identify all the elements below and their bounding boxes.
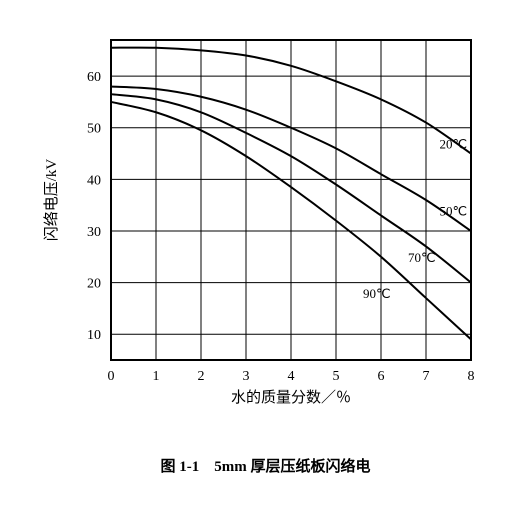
line-chart: 0 1 2 3 4 5 6 7 8 10 20 30 40 50 60 水的质量分数／％ 闪络电压/kV 20℃ 5… [21,20,511,420]
svg-text:6: 6 [377,369,384,384]
svg-text:水的质量分数／％: 水的质量分数／％ [230,389,350,406]
svg-text:20℃: 20℃ [439,136,467,151]
svg-text:50: 50 [87,122,101,137]
svg-text:30: 30 [87,225,101,240]
svg-text:10: 10 [87,328,101,343]
svg-text:40: 40 [87,173,101,188]
svg-text:90℃: 90℃ [363,286,391,301]
svg-text:3: 3 [242,369,249,384]
figure-caption: 图 1-1 5mm 厚层压纸板闪络电 [20,455,511,476]
svg-text:70℃: 70℃ [408,250,436,265]
svg-text:4: 4 [287,369,294,384]
svg-text:5: 5 [332,369,339,384]
svg-text:50℃: 50℃ [439,203,467,218]
svg-text:20: 20 [87,277,101,292]
svg-text:8: 8 [467,369,474,384]
svg-text:7: 7 [422,369,429,384]
svg-text:1: 1 [152,369,159,384]
svg-text:闪络电压/kV: 闪络电压/kV [43,159,60,242]
svg-text:60: 60 [87,70,101,85]
chart-container: 0 1 2 3 4 5 6 7 8 10 20 30 40 50 60 水的质量分数／％ 闪络电压/kV 20℃ 5… [21,20,511,425]
svg-text:2: 2 [197,369,204,384]
svg-text:0: 0 [107,369,114,384]
